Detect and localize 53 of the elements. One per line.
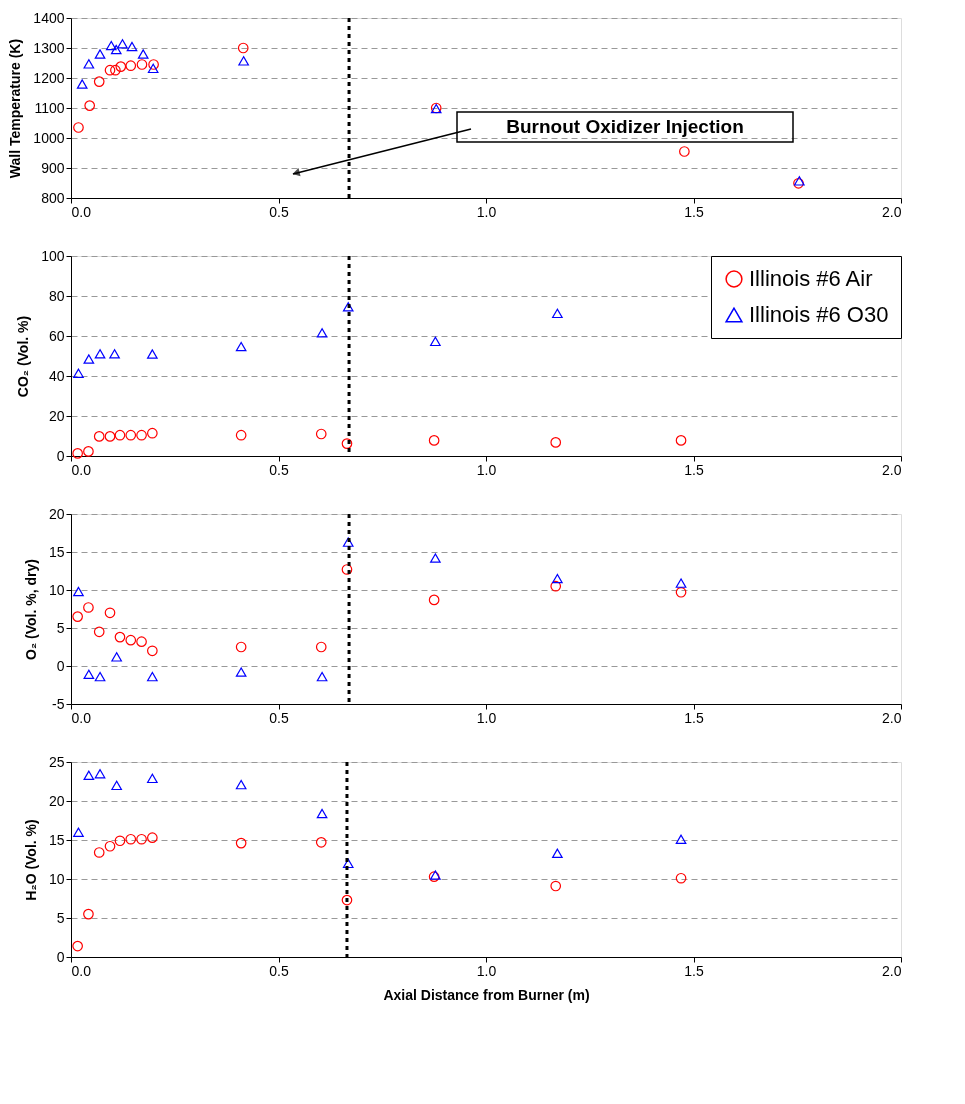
y-tick-label: 800: [41, 189, 65, 206]
y-tick-label: 20: [48, 792, 65, 809]
y-tick-label: 1100: [34, 99, 65, 116]
legend-label: Illinois #6 Air: [749, 266, 873, 291]
y-tick-label: -5: [52, 695, 65, 712]
y-axis-title: CO₂ (Vol. %): [15, 315, 32, 398]
y-tick-label: 20: [48, 505, 65, 522]
y-tick-label: 20: [48, 407, 65, 424]
y-tick-label: 5: [56, 909, 65, 926]
y-tick-label: 100: [41, 247, 65, 264]
x-tick-label: 0.5: [269, 203, 289, 220]
y-tick-label: 1300: [33, 39, 65, 56]
x-tick-label: 0.0: [71, 203, 92, 220]
x-tick-label: 2.0: [882, 203, 902, 220]
annotation: Burnout Oxidizer Injection: [506, 116, 744, 137]
x-tick-label: 1.0: [476, 962, 497, 979]
x-tick-label: 2.0: [882, 962, 902, 979]
x-tick-label: 2.0: [882, 709, 902, 726]
x-tick-label: 1.5: [684, 709, 704, 726]
y-tick-label: 0: [56, 657, 65, 674]
y-tick-label: 15: [48, 543, 65, 560]
x-tick-label: 0.0: [71, 962, 92, 979]
x-tick-label: 1.5: [684, 461, 704, 478]
y-tick-label: 10: [48, 581, 65, 598]
x-tick-label: 0.0: [71, 461, 92, 478]
y-tick-label: 10: [48, 870, 65, 887]
x-tick-label: 0.5: [269, 709, 289, 726]
x-tick-label: 0.5: [269, 962, 289, 979]
legend-label: Illinois #6 O30: [749, 302, 889, 327]
y-axis-title: O₂ (Vol. %, dry): [22, 559, 39, 660]
x-tick-label: 1.5: [684, 203, 704, 220]
y-tick-label: 60: [48, 327, 65, 344]
x-tick-label: 0.0: [71, 709, 92, 726]
y-tick-label: 900: [41, 159, 65, 176]
y-tick-label: 40: [48, 367, 65, 384]
y-axis-title: Wall Temperature (K): [7, 38, 24, 179]
y-tick-label: 0: [56, 447, 65, 464]
y-tick-label: 80: [48, 287, 65, 304]
y-axis-title: H₂O (Vol. %): [22, 819, 39, 901]
x-tick-label: 2.0: [882, 461, 902, 478]
y-tick-label: 1200: [33, 69, 65, 86]
x-axis-title: Axial Distance from Burner (m): [383, 986, 590, 1003]
x-tick-label: 1.0: [476, 461, 497, 478]
x-tick-label: 0.5: [269, 461, 289, 478]
y-tick-label: 1000: [33, 129, 65, 146]
y-tick-label: 25: [48, 753, 65, 770]
y-tick-label: 1400: [33, 9, 65, 26]
y-tick-label: 15: [48, 831, 65, 848]
y-tick-label: 5: [56, 619, 65, 636]
y-tick-label: 0: [56, 948, 65, 965]
x-tick-label: 1.0: [476, 709, 497, 726]
x-tick-label: 1.5: [684, 962, 704, 979]
x-tick-label: 1.0: [476, 203, 497, 220]
